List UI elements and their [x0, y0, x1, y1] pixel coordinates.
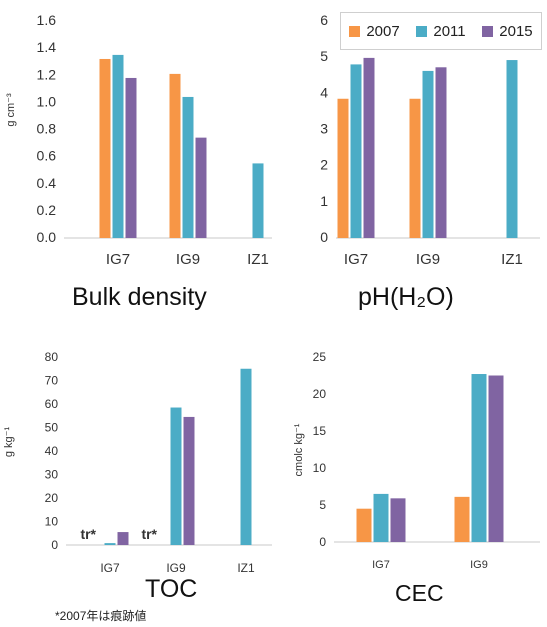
legend-label-2011: 2011 — [433, 22, 466, 40]
y-tick-label: 10 — [313, 461, 327, 475]
bar-2011-IG9 — [471, 374, 487, 542]
bar-2011-IZ1 — [252, 163, 264, 238]
y-tick-label: 10 — [45, 515, 59, 529]
y-tick-label: 1.6 — [37, 12, 57, 28]
cec-title: CEC — [395, 580, 444, 606]
bar-2011-IZ1 — [506, 60, 518, 239]
bar-2011-IG7 — [373, 493, 389, 542]
y-tick-label: 0 — [319, 535, 326, 549]
legend-label-2015: 2015 — [499, 22, 533, 40]
legend-swatch-2011 — [416, 25, 428, 37]
legend-swatch-2007 — [349, 25, 361, 37]
x-tick-label-IG9: IG9 — [470, 559, 488, 571]
x-tick-label-IZ1: IZ1 — [237, 561, 255, 575]
y-axis-label: cmolc kg⁻¹ — [293, 423, 305, 476]
x-tick-label-IG9: IG9 — [166, 561, 186, 575]
y-tick-label: 3 — [320, 121, 328, 137]
footnote: *2007年は痕跡値 — [55, 609, 147, 623]
x-tick-label-IZ1: IZ1 — [501, 251, 523, 268]
x-tick-label-IG7: IG7 — [106, 251, 130, 268]
x-tick-label-IG9: IG9 — [416, 251, 440, 268]
y-axis-label: g kg⁻¹ — [3, 427, 15, 458]
y-tick-label: 20 — [45, 491, 59, 505]
legend-item-2011: 2011 — [416, 22, 466, 40]
bar-2015-IG7 — [363, 57, 375, 238]
toc-chart: 0 10 20 30 40 50 60 70 80 IG7 IG9 IZ1 g kg⁻¹ tr* tr* — [0, 340, 280, 585]
bar-2015-IG9 — [435, 67, 447, 238]
y-tick-label: 0 — [320, 229, 328, 245]
legend-item-2015: 2015 — [482, 22, 533, 40]
y-axis-label: g cm⁻³ — [5, 93, 17, 127]
y-tick-label: 0.8 — [37, 121, 57, 137]
y-tick-label: 0.6 — [37, 148, 57, 164]
legend-swatch-2015 — [482, 25, 494, 37]
y-tick-label: 50 — [45, 421, 59, 435]
y-tick-label: 4 — [320, 84, 328, 100]
bar-2011-IZ1 — [240, 368, 252, 545]
bar-2011-IG7 — [104, 543, 116, 545]
y-tick-label: 20 — [313, 387, 327, 401]
bar-2015-IG7 — [117, 532, 129, 545]
y-tick-label: 80 — [45, 350, 59, 364]
y-tick-label: 1.0 — [37, 93, 57, 109]
bar-2007-IG9 — [409, 98, 421, 238]
y-tick-label: 2 — [320, 157, 328, 173]
y-tick-label: 0.4 — [37, 175, 57, 191]
legend-item-2007: 2007 — [349, 22, 400, 40]
y-tick-label: 40 — [45, 444, 59, 458]
trace-annotation: tr* — [141, 526, 157, 542]
toc-plot: 0 10 20 30 40 50 60 70 80 IG7 IG9 IZ1 g kg⁻¹ tr* tr* — [3, 350, 272, 575]
trace-annotation: tr* — [80, 526, 96, 542]
y-tick-label: 5 — [320, 48, 328, 64]
y-tick-label: 5 — [319, 498, 326, 512]
y-tick-label: 0 — [51, 538, 58, 552]
x-tick-label-IG7: IG7 — [344, 251, 368, 268]
bar-2011-IG7 — [112, 54, 124, 238]
bulk-density-plot: 0.0 0.2 0.4 0.6 0.8 1.0 1.2 1.4 1.6 IG7 IG9 IZ1 g cm… — [5, 12, 272, 268]
y-tick-label: 70 — [45, 374, 59, 388]
y-tick-label: 0.2 — [37, 202, 57, 218]
ph-plot: 0 1 2 3 4 5 6 IG7 IG9 IZ1 — [320, 12, 540, 268]
y-tick-label: 25 — [313, 350, 327, 364]
bar-2007-IG9 — [454, 496, 470, 542]
x-tick-label-IG7: IG7 — [100, 561, 120, 575]
x-tick-label-IZ1: IZ1 — [247, 251, 269, 268]
bar-2007-IG7 — [356, 508, 372, 542]
bar-2015-IG9 — [488, 375, 504, 542]
y-tick-label: 60 — [45, 397, 59, 411]
cec-chart: 0 5 10 15 20 25 IG7 IG9 cmolc kg⁻¹ — [290, 340, 547, 585]
bulk-density-chart: 0.0 0.2 0.4 0.6 0.8 1.0 1.2 1.4 1.6 IG7 IG9 IZ1 g cm… — [0, 0, 280, 270]
y-tick-label: 1.4 — [37, 39, 57, 55]
y-tick-label: 6 — [320, 12, 328, 28]
toc-title: TOC — [145, 575, 198, 603]
y-tick-label: 1 — [320, 193, 328, 209]
cec-plot: 0 5 10 15 20 25 IG7 IG9 cmolc kg⁻¹ — [293, 350, 540, 571]
bulk-density-title: Bulk density — [72, 283, 207, 311]
y-tick-label: 15 — [313, 424, 327, 438]
legend-label-2007: 2007 — [366, 22, 400, 40]
x-tick-label-IG9: IG9 — [176, 251, 200, 268]
bar-2011-IG7 — [350, 64, 362, 239]
bar-2011-IG9 — [182, 96, 194, 238]
bar-2015-IG7 — [125, 77, 137, 239]
bar-2007-IG7 — [99, 58, 111, 238]
y-tick-label: 0.0 — [37, 229, 57, 245]
x-tick-label-IG7: IG7 — [372, 559, 390, 571]
bar-2011-IG9 — [422, 70, 434, 238]
bar-2015-IG7 — [390, 498, 406, 542]
legend: 2007 2011 2015 — [340, 12, 542, 50]
y-tick-label: 1.2 — [37, 66, 57, 82]
ph-title: pH(H₂O) — [358, 283, 454, 311]
bar-2007-IG9 — [169, 73, 181, 238]
y-tick-label: 30 — [45, 468, 59, 482]
bar-2015-IG9 — [195, 137, 207, 238]
bar-2015-IG9 — [183, 416, 195, 545]
bar-2011-IG9 — [170, 407, 182, 545]
bar-2007-IG7 — [337, 98, 349, 238]
ph-chart: 0 1 2 3 4 5 6 IG7 IG9 IZ1 — [290, 0, 547, 270]
